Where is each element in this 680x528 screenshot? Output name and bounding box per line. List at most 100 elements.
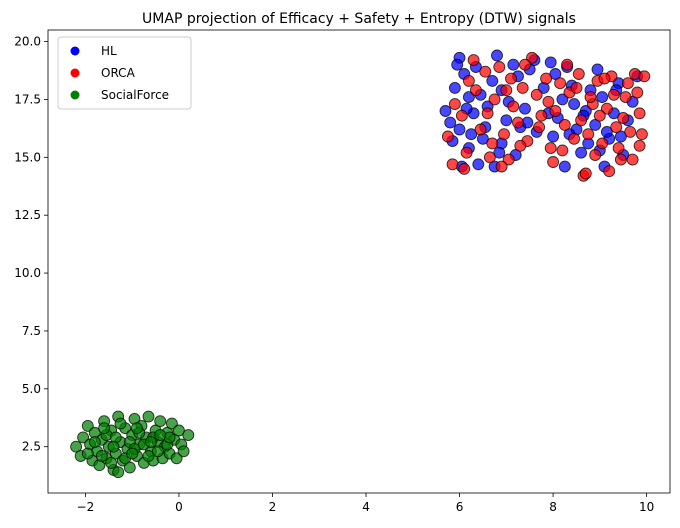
point-orca bbox=[469, 84, 482, 97]
x-axis: −2 0 2 4 6 8 10 bbox=[77, 493, 654, 514]
y-tick-label: 12.5 bbox=[14, 208, 41, 222]
point-orca bbox=[481, 107, 494, 120]
y-tick-label: 17.5 bbox=[14, 92, 41, 106]
point-orca bbox=[626, 153, 639, 166]
point-orca bbox=[619, 91, 632, 104]
point-orca bbox=[631, 86, 644, 99]
y-axis: 2.5 5.0 7.5 10.0 12.5 15.0 17.5 20.0 bbox=[14, 35, 48, 454]
point-orca bbox=[570, 81, 583, 94]
point-hl bbox=[465, 128, 478, 141]
point-hl bbox=[596, 91, 609, 104]
point-hl bbox=[544, 56, 557, 69]
point-hl bbox=[575, 146, 588, 159]
point-hl bbox=[547, 130, 560, 143]
legend-label-hl: HL bbox=[101, 44, 117, 58]
point-orca bbox=[446, 158, 459, 171]
point-socialforce bbox=[151, 445, 164, 458]
point-orca bbox=[635, 128, 648, 141]
point-orca bbox=[568, 132, 581, 145]
point-orca bbox=[624, 125, 637, 138]
point-orca bbox=[547, 156, 560, 168]
point-hl bbox=[507, 58, 520, 71]
point-orca bbox=[544, 142, 557, 155]
point-orca bbox=[540, 72, 553, 85]
point-orca bbox=[514, 139, 527, 152]
point-socialforce bbox=[170, 452, 183, 465]
point-orca bbox=[455, 109, 468, 122]
x-tick-label: 10 bbox=[639, 500, 654, 514]
point-hl bbox=[439, 105, 452, 117]
point-orca bbox=[621, 77, 634, 90]
point-orca bbox=[561, 58, 574, 71]
point-orca bbox=[486, 137, 499, 150]
point-hl bbox=[493, 146, 506, 159]
point-orca bbox=[479, 65, 492, 78]
point-orca bbox=[441, 130, 454, 143]
point-orca bbox=[502, 153, 515, 166]
point-socialforce bbox=[130, 422, 143, 435]
point-hl bbox=[500, 114, 513, 127]
point-socialforce bbox=[107, 440, 120, 453]
point-orca bbox=[582, 128, 595, 141]
point-orca bbox=[600, 102, 613, 115]
x-tick-label: 4 bbox=[362, 500, 370, 514]
x-tick-label: 0 bbox=[175, 500, 183, 514]
point-socialforce bbox=[114, 417, 127, 430]
legend-box bbox=[57, 36, 192, 110]
point-orca bbox=[500, 84, 513, 97]
point-orca bbox=[512, 116, 524, 129]
point-orca bbox=[507, 100, 520, 113]
legend-marker-socialforce bbox=[70, 90, 80, 100]
point-orca bbox=[493, 61, 506, 73]
point-socialforce bbox=[112, 466, 125, 479]
x-tick-label: 2 bbox=[269, 500, 277, 514]
point-socialforce bbox=[144, 436, 157, 449]
point-hl bbox=[453, 123, 466, 136]
point-socialforce bbox=[95, 450, 108, 462]
point-socialforce bbox=[81, 447, 94, 460]
point-orca bbox=[598, 72, 611, 85]
points-layer bbox=[70, 49, 651, 479]
point-socialforce bbox=[172, 424, 185, 437]
y-tick-label: 20.0 bbox=[14, 35, 41, 49]
point-socialforce bbox=[154, 415, 167, 428]
point-orca bbox=[460, 146, 473, 159]
point-hl bbox=[600, 125, 613, 138]
point-orca bbox=[474, 123, 487, 136]
point-orca bbox=[488, 93, 501, 106]
point-hl bbox=[519, 102, 531, 115]
point-orca bbox=[549, 105, 562, 117]
point-hl bbox=[444, 116, 457, 129]
point-orca bbox=[575, 114, 588, 127]
axes-frame bbox=[47, 29, 671, 494]
point-hl bbox=[472, 158, 485, 171]
point-orca bbox=[554, 77, 567, 90]
point-orca bbox=[579, 167, 592, 180]
point-socialforce bbox=[98, 422, 111, 435]
legend-label-orca: ORCA bbox=[101, 66, 136, 80]
point-orca bbox=[467, 54, 480, 67]
point-orca bbox=[607, 88, 620, 101]
point-orca bbox=[495, 160, 508, 173]
x-tick-label: 8 bbox=[549, 500, 557, 514]
point-orca bbox=[530, 88, 543, 101]
point-socialforce bbox=[77, 431, 90, 444]
point-hl bbox=[451, 58, 464, 71]
point-orca bbox=[572, 68, 585, 80]
point-orca bbox=[596, 137, 609, 150]
point-orca bbox=[603, 165, 616, 178]
point-orca bbox=[593, 109, 606, 122]
point-orca bbox=[633, 139, 646, 152]
point-hl bbox=[614, 130, 627, 143]
point-hl bbox=[448, 81, 461, 94]
point-socialforce bbox=[154, 429, 167, 442]
point-orca bbox=[462, 74, 475, 87]
point-hl bbox=[591, 63, 604, 76]
point-orca bbox=[617, 112, 630, 124]
point-orca bbox=[519, 58, 531, 71]
legend: HL ORCA SocialForce bbox=[57, 36, 192, 110]
point-hl bbox=[491, 49, 503, 62]
point-orca bbox=[614, 153, 627, 166]
y-tick-label: 10.0 bbox=[14, 266, 41, 280]
